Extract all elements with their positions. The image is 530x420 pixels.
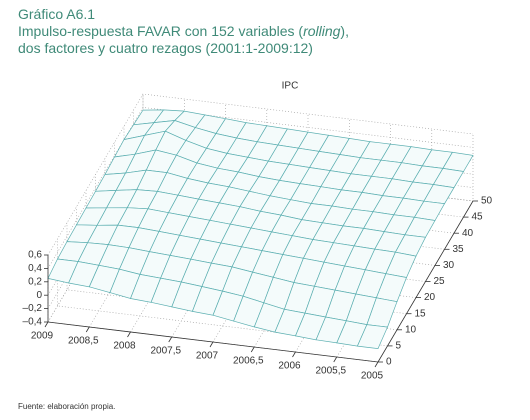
z-tick-label: –0,4	[23, 317, 43, 328]
x-tick-label: 2006,5	[233, 356, 264, 367]
subtitle-line: Impulso-respuesta FAVAR con 152 variable…	[18, 23, 349, 40]
y-tick-label: 0	[386, 357, 392, 368]
y-tick-label: 35	[453, 244, 465, 255]
x-tick-label: 2006	[278, 361, 301, 372]
x-tick-label: 2005	[361, 371, 384, 382]
chart: IPC 0,6 0,4 0,2 0 –0,2 –0,4 2009 2008,5 2008 2007…	[23, 81, 493, 382]
x-tick-label: 2009	[31, 331, 54, 342]
z-tick-label: –0,2	[23, 303, 43, 314]
x-tick	[127, 331, 131, 338]
z-tick-label: 0,4	[28, 263, 42, 274]
x-tick	[209, 341, 214, 348]
subtitle-italic: rolling	[303, 23, 341, 39]
x-tick	[250, 346, 255, 353]
y-tick-label: 30	[443, 260, 455, 271]
x-tick	[168, 336, 173, 343]
z-tick-label: 0	[36, 290, 42, 301]
y-tick-label: 15	[415, 308, 427, 319]
x-tick	[333, 356, 338, 363]
x-tick	[292, 351, 296, 358]
y-tick-label: 25	[434, 276, 446, 287]
y-tick-label: 5	[396, 341, 402, 352]
header: Gráfico A6.1	[18, 6, 96, 22]
x-tick-label: 2005,5	[315, 366, 346, 377]
x-tick-label: 2008,5	[68, 336, 99, 347]
y-tick-label: 45	[472, 212, 484, 223]
x-tick-label: 2007	[196, 351, 219, 362]
x-tick-label: 2008	[113, 341, 136, 352]
y-tick-label: 20	[424, 292, 436, 303]
x-tick-label: 2007,5	[150, 346, 181, 357]
subtitle-text: ),	[340, 23, 349, 39]
surface-cell	[356, 324, 389, 349]
subtitle-text: dos factores y cuatro rezagos (2001:1-20…	[18, 40, 313, 56]
chart-title: IPC	[282, 81, 299, 92]
x-tick	[374, 361, 379, 368]
z-tick-label: 0,6	[28, 250, 42, 261]
subtitle-text: Impulso-respuesta FAVAR con 152 variable…	[18, 23, 304, 39]
x-tick	[85, 326, 90, 333]
x-tick	[44, 321, 49, 328]
y-tick-label: 40	[462, 228, 474, 239]
y-tick-label: 50	[481, 196, 493, 207]
subtitle-line: dos factores y cuatro rezagos (2001:1-20…	[18, 40, 313, 57]
z-tick-label: 0,2	[28, 276, 42, 287]
y-tick-label: 10	[405, 324, 417, 335]
source: Fuente: elaboración propia.	[18, 402, 116, 411]
